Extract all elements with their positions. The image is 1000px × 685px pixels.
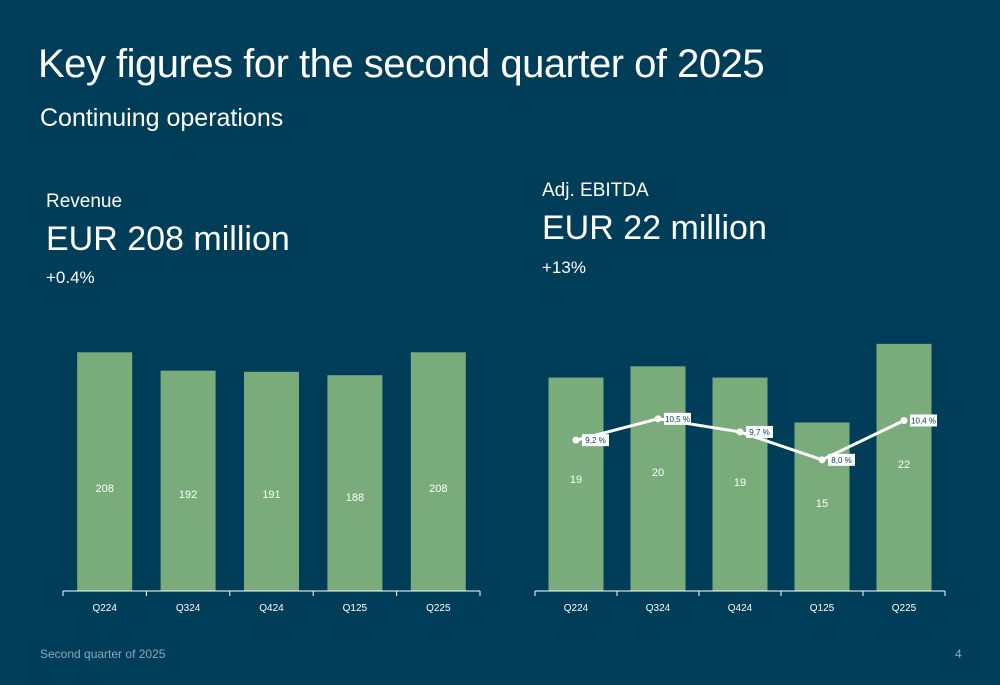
x-tick-label: Q224 <box>92 603 117 614</box>
line-point-label: 10,4 % <box>911 416 936 425</box>
bar-Q324 <box>630 366 686 591</box>
x-tick-label: Q424 <box>259 603 284 614</box>
bar-value-label: 20 <box>652 467 664 479</box>
line-point-label: 10,5 % <box>665 415 690 424</box>
x-tick-label: Q324 <box>646 603 671 614</box>
line-point-label: 9,2 % <box>585 436 605 445</box>
page-number: 4 <box>955 647 962 661</box>
line-label-box <box>910 414 937 427</box>
bar-value-label: 192 <box>179 489 197 501</box>
bar-value-label: 19 <box>570 474 582 486</box>
line-label-box <box>828 453 855 466</box>
bar-value-label: 15 <box>816 498 828 510</box>
line-point <box>654 415 662 423</box>
line-label-box <box>664 412 691 425</box>
line-label-box <box>746 425 773 438</box>
bar-Q424 <box>244 371 299 591</box>
line-label-box <box>582 434 609 447</box>
x-tick-label: Q224 <box>564 603 589 614</box>
x-tick-label: Q125 <box>343 603 368 614</box>
bar-Q324 <box>160 370 216 591</box>
bar-value-label: 19 <box>734 477 746 489</box>
x-tick-label: Q225 <box>426 603 451 614</box>
ebitda-label: Adj. EBITDA <box>542 180 649 201</box>
line-point <box>572 436 580 444</box>
bar-Q125 <box>327 375 383 591</box>
ebitda-value: EUR 22 million <box>542 209 767 247</box>
bar-value-label: 191 <box>262 489 280 501</box>
bar-Q424 <box>712 377 768 591</box>
page-subtitle: Continuing operations <box>40 104 284 132</box>
bar-Q225 <box>876 343 932 591</box>
bar-value-label: 208 <box>96 483 114 495</box>
ebitda-change: +13% <box>542 258 586 277</box>
bar-Q224 <box>77 352 133 591</box>
bar-Q224 <box>548 377 604 591</box>
line-point <box>736 428 744 436</box>
x-tick-label: Q125 <box>810 603 835 614</box>
bar-value-label: 22 <box>898 459 910 471</box>
line-point <box>900 416 908 424</box>
bar-value-label: 188 <box>346 492 364 504</box>
x-tick-label: Q324 <box>176 603 201 614</box>
x-tick-label: Q424 <box>728 603 753 614</box>
line-point-label: 8,0 % <box>831 456 851 465</box>
x-tick-label: Q225 <box>892 603 917 614</box>
line-point <box>818 456 826 464</box>
revenue-value: EUR 208 million <box>46 220 290 258</box>
bar-Q225 <box>410 352 466 591</box>
footer-text: Second quarter of 2025 <box>40 647 166 661</box>
revenue-label: Revenue <box>46 191 123 212</box>
page-title: Key figures for the second quarter of 20… <box>38 42 765 86</box>
bar-value-label: 208 <box>429 483 447 495</box>
line-point-label: 9,7 % <box>749 428 769 437</box>
revenue-change: +0.4% <box>46 268 95 287</box>
